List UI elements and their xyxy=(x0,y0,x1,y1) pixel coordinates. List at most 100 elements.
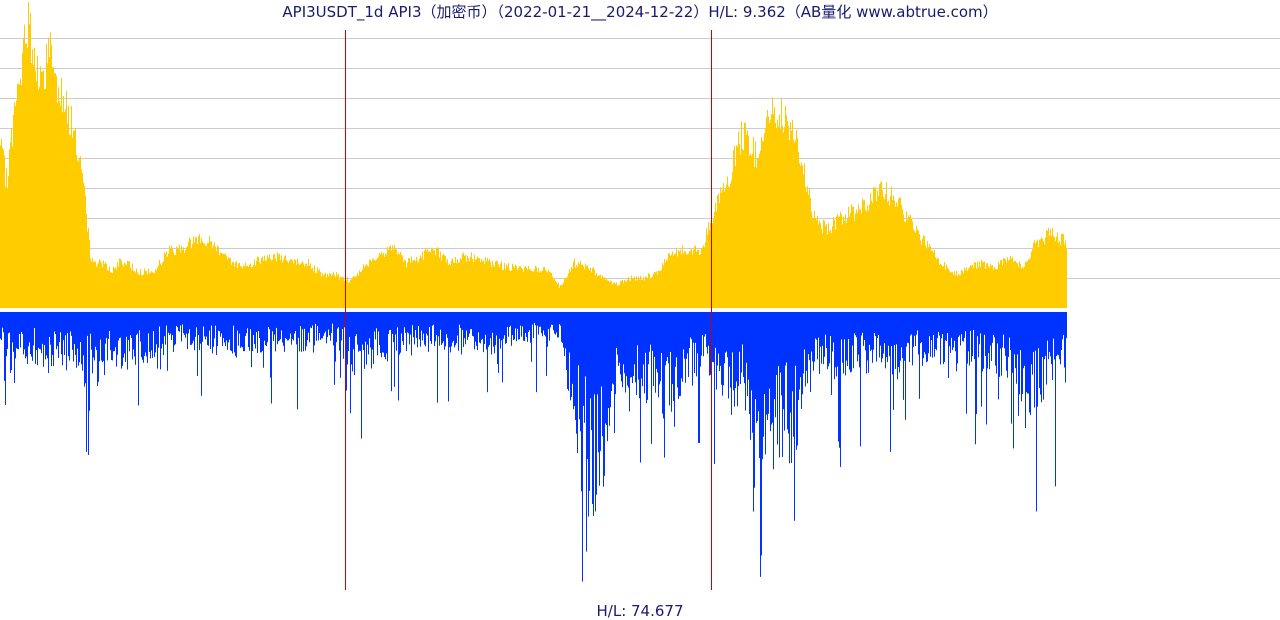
volume-bar xyxy=(493,312,494,347)
price-bar xyxy=(521,268,522,308)
price-bar xyxy=(687,254,688,308)
price-bar xyxy=(480,262,481,308)
price-bar xyxy=(185,250,186,308)
price-bar xyxy=(567,276,568,308)
price-bar xyxy=(200,243,201,308)
volume-bar xyxy=(401,312,402,334)
volume-bar xyxy=(629,312,630,412)
price-bar xyxy=(945,269,946,308)
volume-bar xyxy=(1002,312,1003,348)
price-bar xyxy=(413,260,414,308)
price-bar xyxy=(638,276,639,308)
volume-bar xyxy=(19,312,20,334)
volume-bar xyxy=(798,312,799,400)
price-bar xyxy=(800,165,801,308)
volume-bar xyxy=(81,312,82,365)
price-bar xyxy=(701,248,702,308)
price-bar xyxy=(651,277,652,308)
price-bar xyxy=(391,250,392,308)
price-bar xyxy=(227,259,228,308)
volume-bar xyxy=(897,312,898,380)
price-bar xyxy=(689,251,690,308)
price-bar xyxy=(593,267,594,308)
price-bar xyxy=(350,279,351,308)
volume-bar xyxy=(523,312,524,341)
volume-bar xyxy=(532,312,533,325)
volume-bar xyxy=(953,312,954,348)
price-bar xyxy=(392,245,393,308)
volume-bar xyxy=(843,312,844,374)
price-bar xyxy=(608,280,609,308)
volume-bar xyxy=(810,312,811,392)
volume-bar xyxy=(789,312,790,464)
price-bar xyxy=(986,263,987,308)
price-bar xyxy=(349,282,350,308)
volume-bar xyxy=(731,312,732,415)
volume-bar xyxy=(674,312,675,427)
price-bar xyxy=(478,257,479,308)
volume-bar xyxy=(11,312,12,370)
volume-bar xyxy=(619,312,620,363)
price-bar xyxy=(616,282,617,308)
volume-bar xyxy=(97,312,98,386)
volume-bar xyxy=(383,312,384,353)
volume-bar xyxy=(80,312,81,342)
price-bar xyxy=(88,227,89,308)
price-bar xyxy=(657,274,658,308)
price-bar xyxy=(205,245,206,308)
price-bar xyxy=(972,264,973,308)
price-bar xyxy=(1012,257,1013,308)
volume-bar xyxy=(218,312,219,331)
price-bar xyxy=(378,256,379,308)
price-bar xyxy=(1029,259,1030,308)
volume-bar xyxy=(1012,312,1013,373)
price-bar xyxy=(403,262,404,308)
price-bar xyxy=(467,255,468,308)
price-bar xyxy=(173,252,174,308)
volume-bar xyxy=(256,312,257,333)
price-bar xyxy=(548,269,549,308)
volume-bar xyxy=(898,312,899,367)
price-bar xyxy=(851,204,852,308)
price-bar xyxy=(842,224,843,308)
price-bar xyxy=(733,150,734,308)
volume-bar xyxy=(758,312,759,412)
price-bar xyxy=(306,263,307,308)
price-bar xyxy=(836,216,837,308)
volume-bar xyxy=(56,312,57,350)
volume-bar xyxy=(975,312,976,445)
volume-bar xyxy=(144,312,145,357)
price-bar xyxy=(702,247,703,308)
volume-bar xyxy=(325,312,326,332)
price-bar xyxy=(1051,235,1052,308)
price-bar xyxy=(663,265,664,308)
volume-bar xyxy=(875,312,876,336)
volume-bar xyxy=(294,312,295,334)
volume-bar xyxy=(263,312,264,368)
volume-bar xyxy=(232,312,233,354)
volume-bar xyxy=(2,312,3,328)
volume-bar xyxy=(992,312,993,343)
price-bar xyxy=(160,263,161,308)
price-bar xyxy=(248,266,249,308)
volume-bar xyxy=(361,312,362,439)
price-bar xyxy=(1057,232,1058,308)
price-bar xyxy=(834,219,835,308)
volume-bar xyxy=(214,312,215,339)
volume-bar xyxy=(299,312,300,352)
volume-bar xyxy=(444,312,445,350)
price-bar xyxy=(879,184,880,308)
volume-bar xyxy=(515,312,516,329)
price-bar xyxy=(217,245,218,308)
volume-bar xyxy=(959,312,960,336)
price-bar xyxy=(996,269,997,308)
price-bar xyxy=(1063,234,1064,308)
price-bar xyxy=(707,234,708,308)
volume-bar xyxy=(752,312,753,433)
price-bar xyxy=(323,275,324,308)
price-bar xyxy=(958,273,959,308)
price-bar xyxy=(604,277,605,308)
price-bar xyxy=(875,187,876,308)
volume-bar xyxy=(700,312,701,367)
price-bar xyxy=(692,254,693,308)
